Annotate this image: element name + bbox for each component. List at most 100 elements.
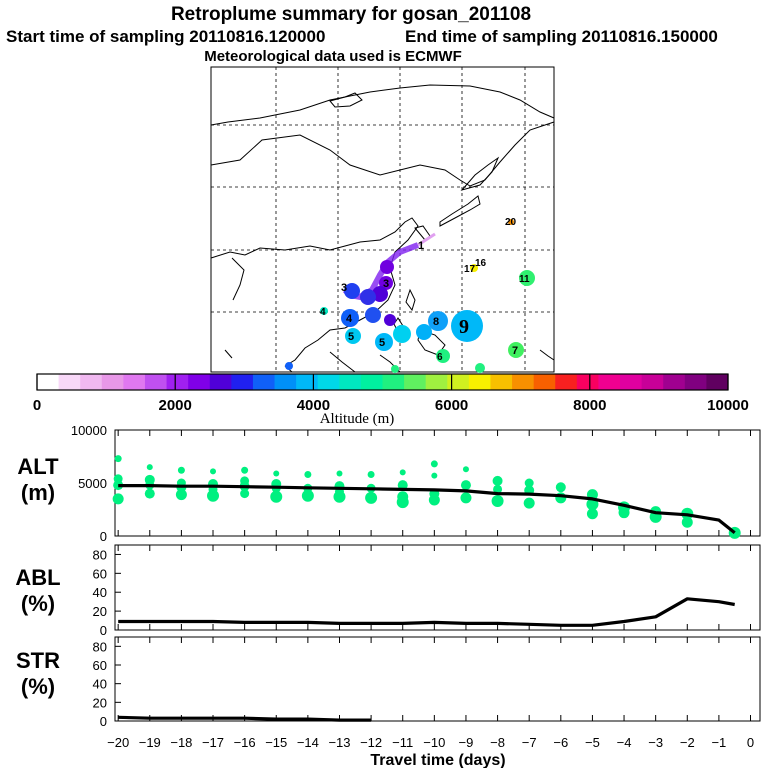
altitude-point (428, 494, 440, 506)
colorbar-cell (360, 374, 383, 390)
plume-dot (508, 219, 514, 225)
colorbar-tick-label: 2000 (159, 397, 192, 414)
altitude-point (462, 466, 469, 473)
x-tick-label: −7 (522, 735, 537, 750)
colorbar-tick-label: 6000 (435, 397, 468, 414)
altitude-point (273, 470, 280, 477)
x-tick-label: 0 (747, 735, 754, 750)
colorbar-cell (231, 374, 254, 390)
altitude-point (241, 466, 249, 474)
colorbar-cell (468, 374, 491, 390)
altitude-point (270, 490, 283, 503)
plume-dot (320, 307, 328, 315)
x-tick-label: −3 (648, 735, 663, 750)
plume-label: 3 (383, 278, 389, 290)
plume-dot (428, 311, 448, 331)
colorbar-cell (252, 374, 276, 390)
y-tick-label: 0 (100, 529, 107, 544)
plume-map: 1 3 3 4 4 5 5 6 7 8 9 11 16 17 20 (210, 66, 555, 373)
altitude-point (618, 507, 630, 519)
colorbar-cell (576, 374, 599, 390)
x-tick-label: −17 (202, 735, 224, 750)
altitude-point (431, 472, 438, 479)
y-tick-label: 60 (93, 658, 107, 673)
x-axis-label: Travel time (days) (370, 752, 505, 768)
colorbar-cell (166, 374, 189, 390)
colorbar-cell (209, 374, 232, 390)
altitude-point (555, 482, 566, 493)
colorbar-cell (274, 374, 297, 390)
altitude-point (492, 475, 503, 486)
altitude-point (112, 493, 124, 505)
y-tick-label: 10000 (71, 423, 107, 438)
x-tick-label: −2 (680, 735, 695, 750)
x-tick-label: −9 (459, 735, 474, 750)
start-time-label: Start time of sampling 20110816.120000 (6, 27, 325, 46)
plume-dot (341, 309, 359, 327)
altitude-point (113, 480, 124, 491)
x-tick-label: −6 (553, 735, 568, 750)
plume-dot (344, 283, 360, 299)
plume-dot (436, 349, 450, 363)
alt-ylabel: ALT (17, 454, 59, 479)
colorbar-cell (706, 374, 729, 390)
altitude-point (304, 471, 312, 479)
colorbar-tick-label: 8000 (573, 397, 606, 414)
colorbar-cell (58, 374, 81, 390)
altitude-point (144, 488, 155, 499)
altitude-point (146, 464, 153, 471)
y-tick-label: 80 (93, 639, 107, 654)
y-tick-label: 0 (100, 623, 107, 638)
plume-dot (375, 333, 393, 351)
altitude-point (523, 497, 535, 509)
x-tick-label: −4 (617, 735, 632, 750)
abl-series-line (118, 597, 735, 627)
y-tick-label: 60 (93, 566, 107, 581)
colorbar-cell (490, 374, 513, 390)
x-tick-label: −18 (170, 735, 192, 750)
altitude-point (491, 495, 504, 508)
plume-label: 17 (464, 264, 476, 275)
colorbar-cell (684, 374, 707, 390)
end-time-label: End time of sampling 20110816.150000 (405, 27, 718, 46)
plume-dot (285, 362, 293, 370)
x-tick-label: −14 (297, 735, 319, 750)
x-tick-label: −10 (423, 735, 445, 750)
alt-ylabel-unit: (m) (21, 480, 55, 505)
y-tick-label: 0 (100, 714, 107, 729)
x-tick-label: −8 (490, 735, 505, 750)
abl-ylabel: ABL (15, 565, 60, 590)
x-tick-label: −20 (107, 735, 129, 750)
plume-dot (508, 342, 524, 358)
colorbar-cell (144, 374, 168, 390)
colorbar-cell (188, 374, 211, 390)
plume-track: 1 3 3 4 4 5 5 6 7 8 9 11 16 17 20 (285, 217, 535, 373)
colorbar-cell (663, 374, 686, 390)
met-data-label: Meteorological data used is ECMWF (204, 48, 462, 65)
colorbar-cell (641, 374, 664, 390)
x-tick-label: −16 (234, 735, 256, 750)
plume-label: 9 (459, 316, 469, 338)
y-tick-label: 40 (93, 585, 107, 600)
altitude-point (524, 478, 534, 488)
str-ylabel-unit: (%) (21, 674, 55, 699)
plume-dot (416, 324, 432, 340)
colorbar-cell (296, 374, 319, 390)
x-tick-label: −11 (392, 735, 413, 750)
altitude-point (460, 492, 472, 504)
colorbar-cell (555, 374, 578, 390)
colorbar-tick-label: 4000 (297, 397, 330, 414)
altitude-point (396, 496, 409, 509)
y-tick-label: 20 (93, 695, 107, 710)
altitude-point (365, 491, 378, 504)
altitude-point (586, 508, 598, 520)
colorbar-cell (339, 374, 362, 390)
colorbar-cell (598, 374, 621, 390)
plume-dot (475, 363, 485, 373)
x-tick-label: −15 (265, 735, 287, 750)
colorbar-cell (37, 374, 60, 390)
plume-dot (365, 307, 381, 323)
plume-dot (470, 264, 478, 272)
altitude-point (114, 455, 122, 463)
colorbar-cell (123, 374, 146, 390)
